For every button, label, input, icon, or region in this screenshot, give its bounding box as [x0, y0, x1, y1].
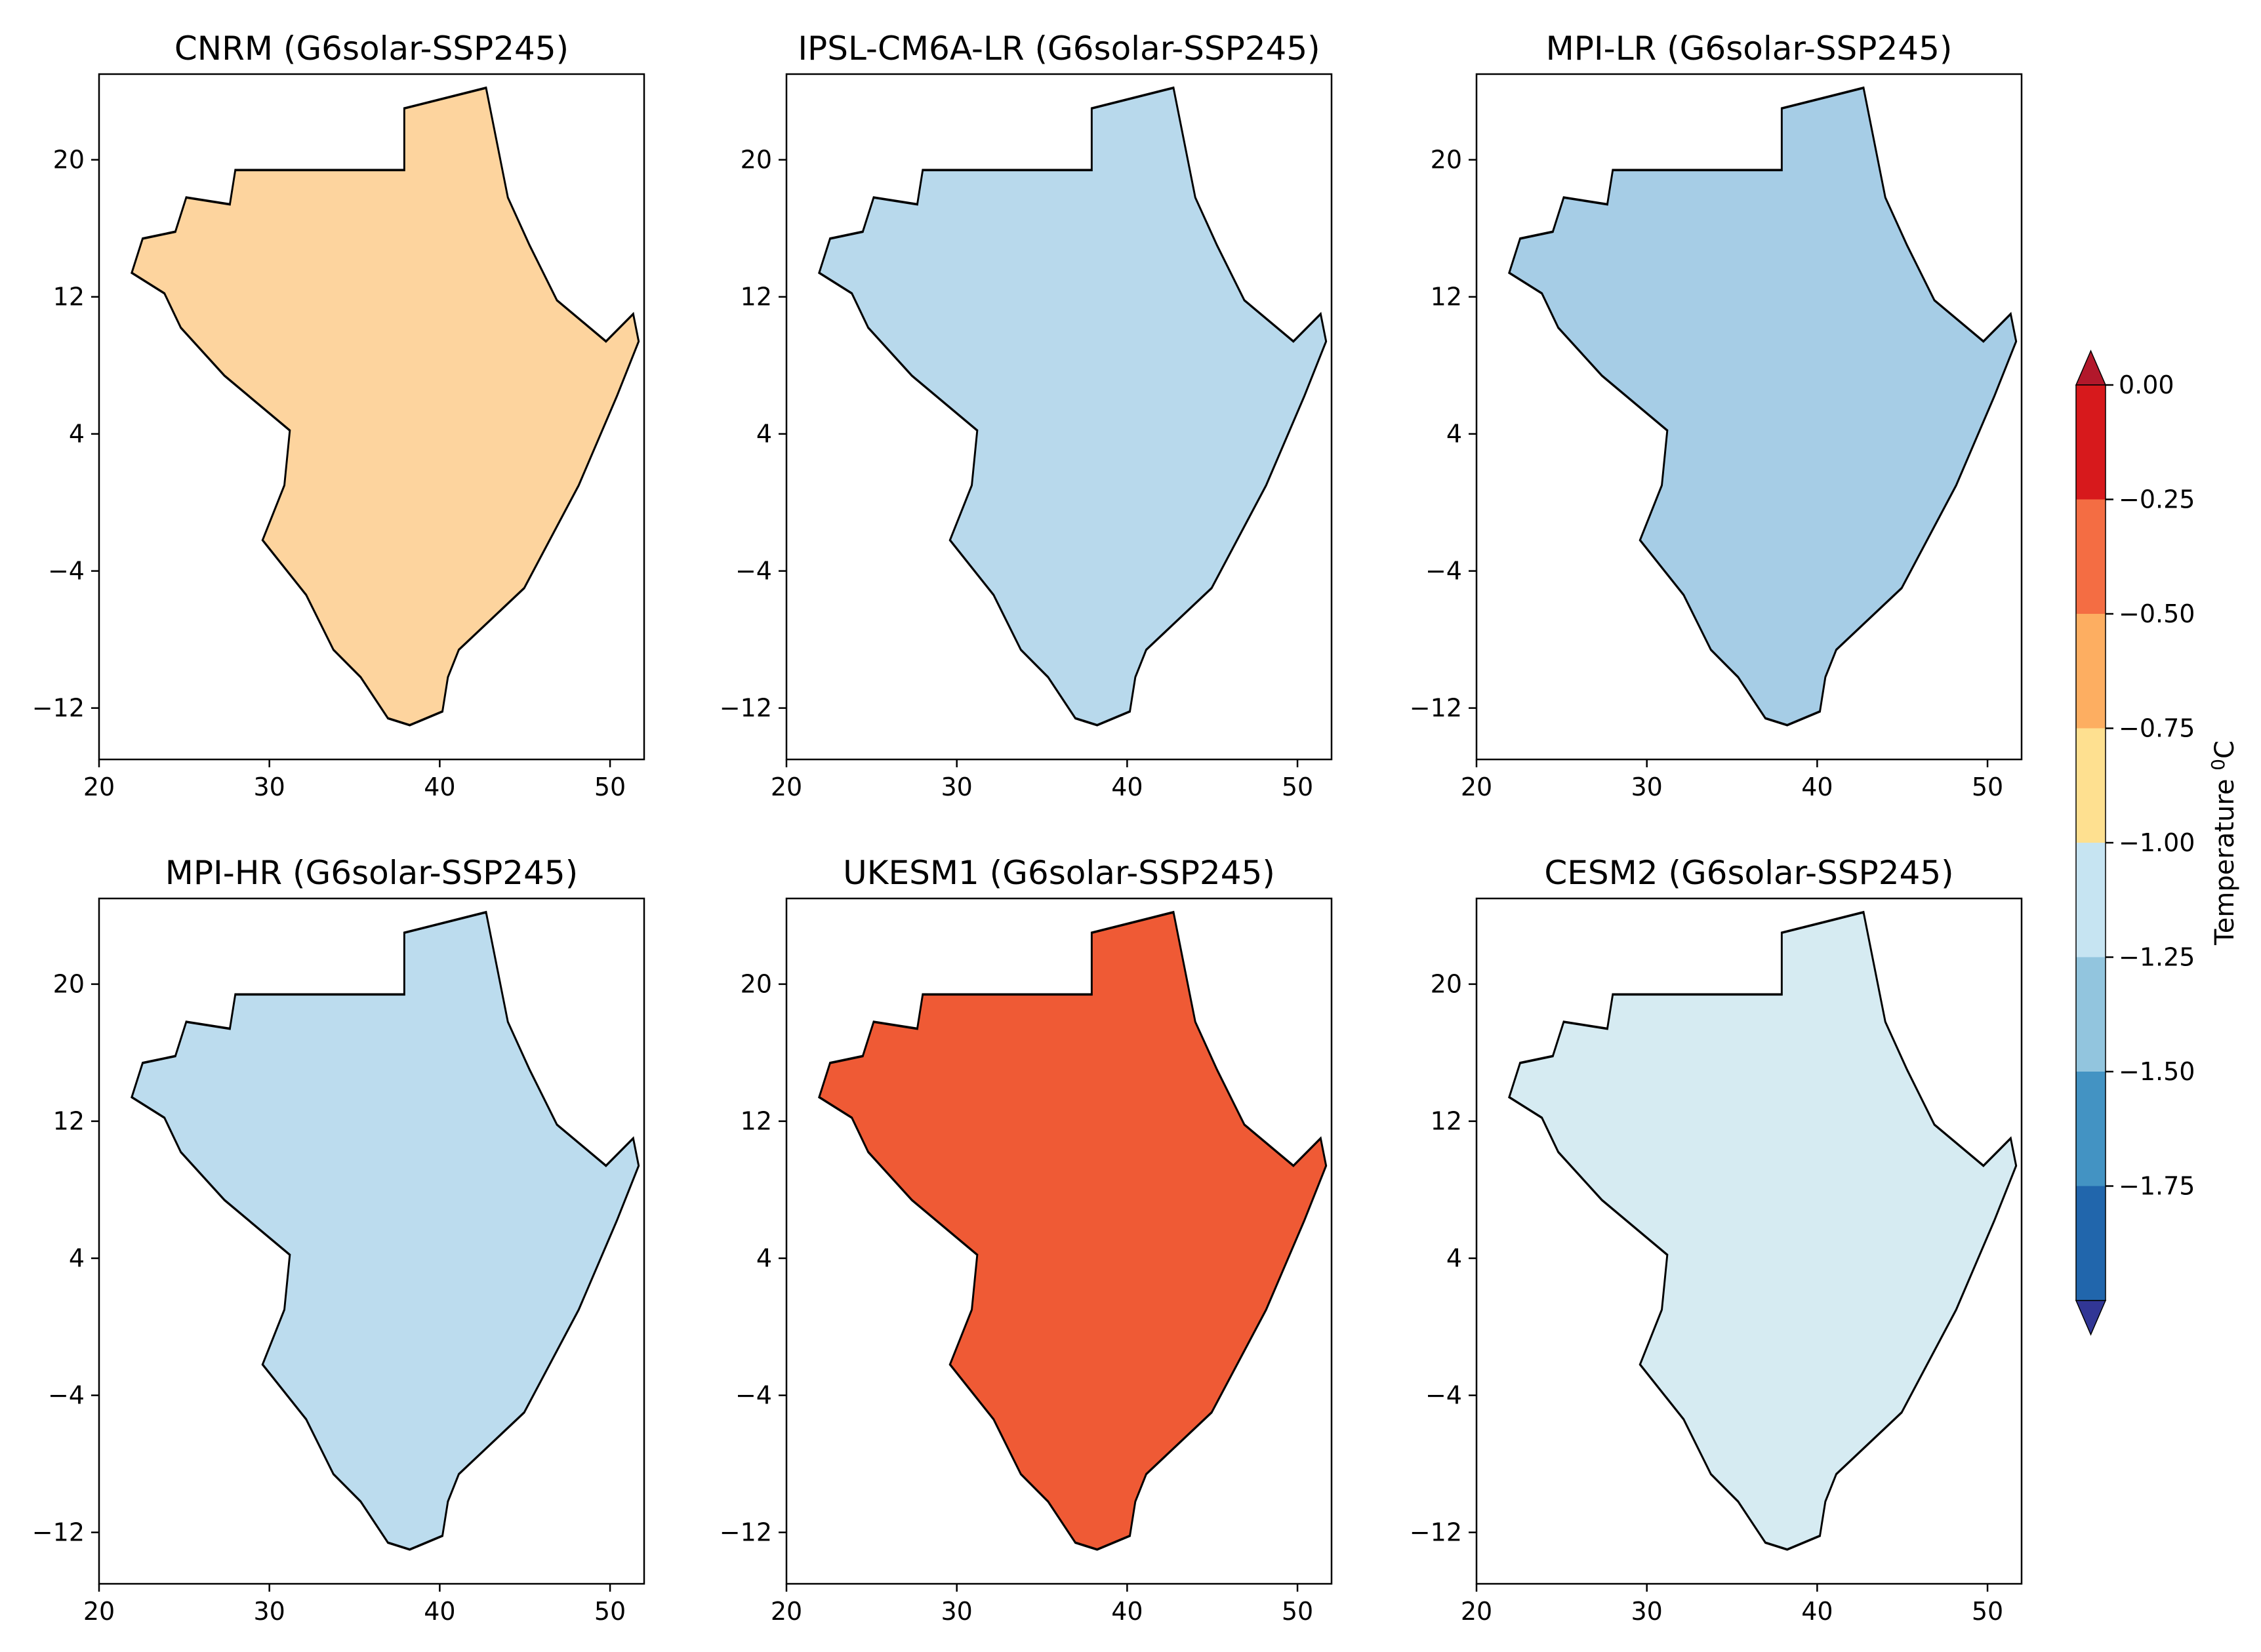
y-tick-label: −4: [48, 1381, 85, 1410]
x-tick-label: 50: [1282, 773, 1313, 801]
colorbar-segment: [2076, 957, 2106, 1072]
colorbar-segment: [2076, 614, 2106, 729]
x-tick-label: 30: [1631, 773, 1663, 801]
axes-frame: [1475, 73, 2023, 761]
x-tick-label: 20: [1461, 1597, 1492, 1626]
colorbar-tick-label: −1.50: [2119, 1057, 2195, 1086]
y-tick-label: 12: [1431, 283, 1462, 312]
y-tick-label: 12: [1431, 1107, 1462, 1136]
y-tick-label: 12: [53, 283, 85, 312]
y-tick-label: −4: [1425, 1381, 1462, 1410]
y-tick-label: −12: [720, 694, 772, 723]
y-tick-label: 12: [741, 283, 772, 312]
axes-frame: [98, 73, 645, 761]
x-tick-label: 50: [1972, 1597, 2003, 1626]
colorbar-tick-label: 0.00: [2119, 371, 2174, 399]
y-tick-label: 4: [756, 420, 772, 449]
colorbar-tick-label: −1.75: [2119, 1172, 2195, 1201]
x-tick-label: 40: [424, 1597, 455, 1626]
colorbar-extend-min: [2075, 1300, 2107, 1336]
x-tick-label: 20: [83, 773, 115, 801]
x-tick-label: 50: [594, 1597, 626, 1626]
x-tick-label: 30: [254, 1597, 285, 1626]
panel-title: UKESM1 (G6solar-SSP245): [843, 854, 1275, 892]
y-tick-label: 20: [1431, 970, 1462, 999]
x-tick-label: 30: [1631, 1597, 1663, 1626]
colorbar-tick-label: −0.25: [2119, 485, 2195, 514]
axes-frame: [785, 73, 1333, 761]
x-tick-label: 20: [1461, 773, 1492, 801]
x-tick-label: 20: [771, 773, 802, 801]
map-panel-cnrm: CNRM (G6solar-SSP245) 20 30 40 50 20 12 4 −4 −12: [32, 30, 644, 801]
y-tick-label: −12: [1410, 694, 1462, 723]
region-fill: [819, 912, 1326, 1550]
colorbar-segment: [2076, 1072, 2106, 1186]
panel-title: IPSL-CM6A-LR (G6solar-SSP245): [798, 30, 1320, 68]
x-tick-label: 30: [254, 773, 285, 801]
y-tick-label: 4: [1446, 1244, 1462, 1273]
x-tick-label: 20: [771, 1597, 802, 1626]
y-tick-label: −4: [735, 557, 772, 586]
x-tick-label: 50: [1972, 773, 2003, 801]
x-tick-label: 20: [83, 1597, 115, 1626]
y-tick-label: 20: [53, 146, 85, 174]
panel-title: MPI-LR (G6solar-SSP245): [1546, 30, 1953, 68]
map-panel-mpi-hr: MPI-HR (G6solar-SSP245) 20 30 40 50 20 12 4 −4 −1…: [32, 854, 644, 1626]
colorbar-segment: [2076, 385, 2106, 500]
colorbar-segment: [2076, 1186, 2106, 1301]
x-tick-label: 30: [941, 773, 973, 801]
colorbar-label: Temperature 0C: [2207, 740, 2240, 946]
y-tick-label: −4: [1425, 557, 1462, 586]
y-tick-label: −4: [735, 1381, 772, 1410]
region-fill: [1509, 88, 2016, 725]
region-fill: [1509, 912, 2016, 1550]
x-tick-label: 50: [594, 773, 626, 801]
panel-title: CNRM (G6solar-SSP245): [174, 30, 569, 68]
y-tick-label: 4: [69, 420, 85, 449]
x-tick-label: 40: [1801, 773, 1833, 801]
y-tick-label: 20: [53, 970, 85, 999]
map-panel-mpi-lr: MPI-LR (G6solar-SSP245) 20 30 40 50 20 12 4 −4 −1…: [1410, 30, 2022, 801]
map-panel-ipsl-cm6a-lr: IPSL-CM6A-LR (G6solar-SSP245) 20 30 40 50 20 1…: [720, 30, 1332, 801]
x-tick-label: 40: [1111, 1597, 1143, 1626]
x-tick-label: 40: [1801, 1597, 1833, 1626]
panel-title: CESM2 (G6solar-SSP245): [1544, 854, 1953, 892]
y-tick-label: 20: [1431, 146, 1462, 174]
y-tick-label: 20: [741, 970, 772, 999]
y-tick-label: −12: [32, 1518, 85, 1547]
region-fill: [132, 88, 639, 725]
colorbar-tick-label: −1.00: [2119, 828, 2195, 857]
region-fill: [819, 88, 1326, 725]
x-tick-label: 50: [1282, 1597, 1313, 1626]
axes-frame: [1475, 897, 2023, 1585]
x-tick-label: 40: [1111, 773, 1143, 801]
axes-frame: [785, 897, 1333, 1585]
y-tick-label: −12: [720, 1518, 772, 1547]
y-tick-label: −12: [32, 694, 85, 723]
map-panel-cesm2: CESM2 (G6solar-SSP245) 20 30 40 50 20 12 4 −4 −12: [1410, 854, 2022, 1626]
colorbar-segment: [2076, 843, 2106, 957]
colorbar-segment: [2076, 728, 2106, 843]
panel-title: MPI-HR (G6solar-SSP245): [165, 854, 579, 892]
colorbar-tick-label: −0.50: [2119, 599, 2195, 628]
y-tick-label: 12: [741, 1107, 772, 1136]
colorbar-tick-label: −0.75: [2119, 714, 2195, 743]
y-tick-label: −4: [48, 557, 85, 586]
colorbar-tick-label: −1.25: [2119, 943, 2195, 972]
y-tick-label: 20: [741, 146, 772, 174]
axes-frame: [98, 897, 645, 1585]
region-fill: [132, 912, 639, 1550]
y-tick-label: 4: [69, 1244, 85, 1273]
y-tick-label: 4: [1446, 420, 1462, 449]
colorbar-extend-max: [2075, 350, 2107, 386]
y-tick-label: 12: [53, 1107, 85, 1136]
map-panel-ukesm1: UKESM1 (G6solar-SSP245) 20 30 40 50 20 12 4 −4 −1…: [720, 854, 1332, 1626]
y-tick-label: −12: [1410, 1518, 1462, 1547]
x-tick-label: 30: [941, 1597, 973, 1626]
colorbar-segment: [2076, 499, 2106, 614]
y-tick-label: 4: [756, 1244, 772, 1273]
x-tick-label: 40: [424, 773, 455, 801]
colorbar: 0.00 −0.25 −0.50 −0.75 −1.00 −1.25 −1.50 −1.75 T…: [2075, 350, 2240, 1336]
